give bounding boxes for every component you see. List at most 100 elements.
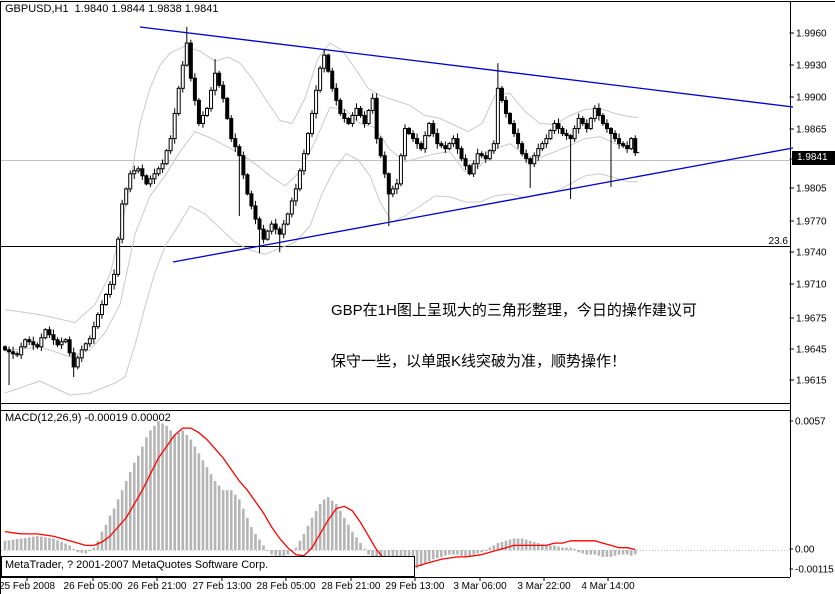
candle-body	[362, 114, 367, 125]
macd-histogram-bar	[557, 546, 560, 550]
candle-body	[297, 170, 302, 190]
candle-body	[592, 107, 597, 119]
candle-body	[326, 54, 331, 72]
time-axis-label: 25 Feb 2008	[0, 581, 56, 592]
candle-body	[524, 153, 529, 160]
candle-body	[467, 165, 472, 175]
candle-body	[99, 304, 104, 316]
macd-histogram-bar	[157, 421, 160, 550]
price-axis-label: 1.9770	[796, 217, 827, 228]
annotation-text[interactable]: GBP在1H图上呈现大的三角形整理，今日的操作建议可 保守一些，以单跟K线突破为…	[331, 268, 697, 404]
macd-histogram-bar	[625, 550, 629, 555]
candle-body	[285, 213, 290, 225]
macd-histogram-bar	[36, 536, 39, 550]
macd-histogram-bar	[108, 515, 112, 550]
macd-histogram-bar	[165, 425, 168, 550]
candle-body	[120, 203, 125, 240]
macd-histogram-bar	[516, 538, 520, 550]
macd-histogram-bar	[415, 550, 419, 569]
candle-body	[108, 283, 113, 295]
macd-histogram-bar	[145, 437, 148, 550]
candle-body	[463, 158, 468, 167]
candle-body	[568, 135, 573, 140]
candle-body	[11, 351, 16, 355]
candle-body	[544, 138, 549, 145]
candle-body	[374, 97, 379, 140]
candle-body	[415, 138, 420, 145]
macd-histogram-bar	[347, 524, 350, 550]
triangle-lower	[172, 147, 794, 263]
macd-histogram-bar	[431, 550, 435, 560]
fibonacci-level-label: 23.6	[768, 236, 788, 247]
candle-body	[257, 218, 262, 230]
candle-body	[196, 99, 201, 125]
macd-histogram-bar	[254, 533, 257, 550]
candle-body	[67, 339, 72, 354]
macd-histogram-bar	[181, 430, 185, 550]
candle-body	[213, 72, 218, 91]
candle-body	[378, 138, 383, 157]
macd-histogram-bar	[484, 550, 488, 551]
candle-body	[443, 145, 448, 150]
candle-body	[172, 112, 177, 140]
time-axis-label: 28 Feb 05:00	[257, 581, 316, 592]
macd-histogram-bar	[250, 527, 253, 550]
candle-body	[27, 339, 32, 343]
candle-body	[386, 173, 391, 195]
time-axis-zone[interactable]	[0, 578, 790, 594]
macd-indicator-label: MACD(12,26,9) -0.00019 0.00002	[5, 412, 171, 424]
macd-histogram-bar	[88, 550, 92, 552]
macd-histogram-bar	[609, 550, 613, 557]
macd-histogram-bar	[355, 537, 358, 550]
candle-body	[613, 133, 618, 140]
candle-body	[293, 188, 298, 202]
macd-histogram-bar	[60, 541, 63, 550]
macd-histogram-bar	[225, 490, 229, 550]
time-axis-label: 3 Mar 06:00	[453, 581, 507, 592]
candle-body	[411, 133, 416, 140]
macd-histogram-bar	[72, 548, 75, 550]
macd-histogram-bar	[629, 550, 633, 556]
triangle-upper	[139, 26, 794, 108]
macd-histogram-bar	[233, 494, 237, 550]
candle-body	[342, 112, 347, 119]
macd-histogram-bar	[601, 550, 605, 557]
macd-histogram-bar	[536, 543, 540, 550]
macd-histogram-bar	[504, 540, 508, 550]
price-axis-zone[interactable]	[791, 2, 835, 577]
macd-histogram-bar	[549, 545, 552, 550]
macd-histogram-bar	[68, 545, 71, 550]
macd-histogram-bar	[213, 481, 217, 550]
macd-histogram-bar	[334, 504, 338, 550]
candle-body	[447, 143, 452, 150]
candle-body	[503, 99, 508, 114]
candle-body	[528, 158, 533, 165]
macd-axis-label: 0.00	[795, 545, 815, 556]
macd-histogram-bar	[621, 550, 625, 555]
candle-body	[423, 135, 428, 150]
candle-body	[71, 352, 76, 368]
current-price-badge: 1.9841	[792, 151, 835, 165]
macd-histogram-bar	[351, 531, 354, 550]
macd-histogram-bar	[419, 550, 423, 567]
macd-histogram-bar	[177, 432, 181, 550]
macd-histogram-bar	[435, 550, 439, 559]
macd-histogram-bar	[258, 539, 261, 550]
macd-histogram-bar	[593, 550, 597, 555]
candle-body	[532, 155, 537, 165]
candle-body	[390, 188, 395, 195]
candle-body	[253, 205, 258, 220]
macd-histogram-bar	[553, 545, 556, 550]
candle-body	[95, 314, 100, 328]
candle-body	[261, 228, 266, 240]
candle-body	[580, 117, 585, 125]
candle-body	[281, 223, 286, 235]
macd-histogram-bar	[205, 467, 209, 550]
macd-histogram-bar	[48, 538, 51, 550]
candle-body	[427, 123, 432, 137]
candle-body	[55, 339, 60, 346]
price-axis-label: 1.9930	[796, 61, 827, 72]
candle-body	[334, 87, 339, 101]
